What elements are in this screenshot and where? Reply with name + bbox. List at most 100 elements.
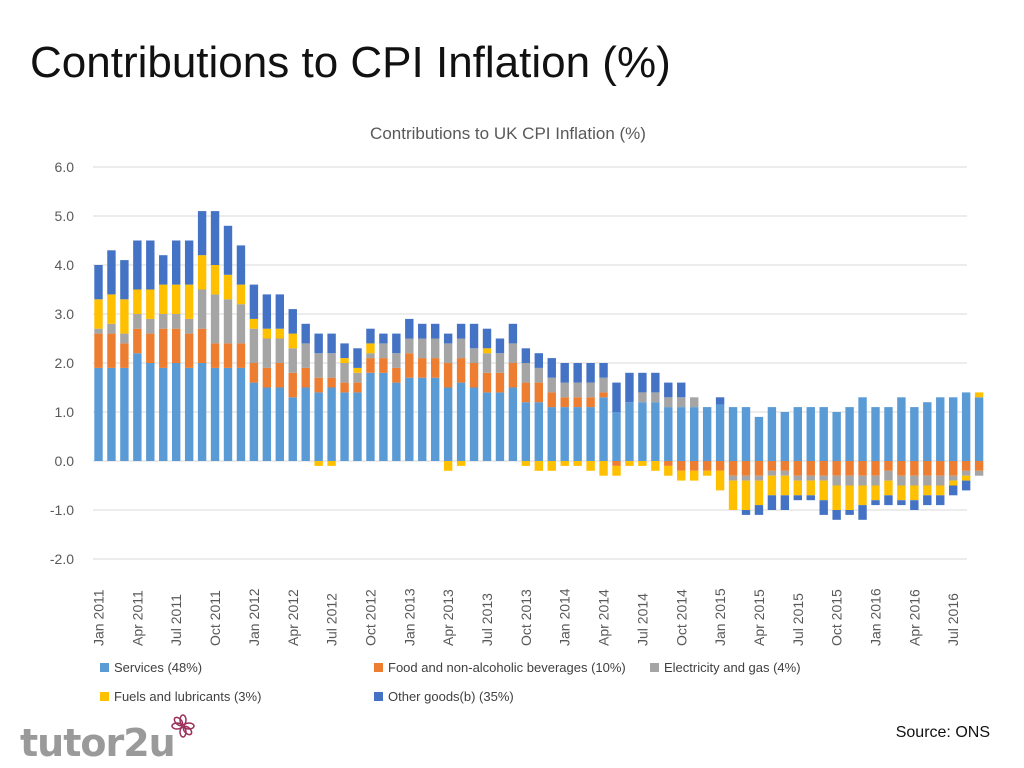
bar-other: [172, 240, 181, 285]
bar-services: [210, 367, 220, 461]
bar-other: [314, 333, 323, 354]
legend-item-other: Other goods(b) (35%): [374, 689, 514, 704]
bar-services: [871, 407, 880, 461]
bar-fuels: [521, 461, 531, 466]
bar-fuels: [456, 461, 466, 466]
bar-fuels: [314, 461, 323, 466]
bar-other: [456, 323, 466, 339]
legend-label-food: Food and non-alcoholic beverages (10%): [388, 660, 626, 675]
bar-fuels: [677, 470, 686, 481]
bar-food: [845, 461, 854, 476]
x-tick-label: Apr 2016: [906, 589, 922, 646]
bar-electricity: [651, 392, 660, 403]
bar-other: [120, 260, 129, 300]
x-tick-label: Jan 2013: [401, 588, 417, 646]
bar-fuels: [560, 461, 569, 466]
bar-services: [314, 392, 323, 461]
bar-fuels: [974, 392, 984, 398]
legend-label-fuels: Fuels and lubricants (3%): [114, 689, 262, 704]
bar-food: [262, 367, 272, 388]
bar-services: [767, 407, 777, 461]
bar-other: [146, 240, 155, 290]
bar-services: [146, 363, 155, 461]
bar-services: [793, 407, 802, 461]
bar-services: [159, 367, 168, 461]
bar-other: [301, 323, 310, 344]
bar-services: [845, 407, 854, 461]
bar-fuels: [612, 465, 621, 476]
bar-fuels: [210, 265, 220, 295]
bar-other: [961, 480, 971, 491]
bar-services: [651, 402, 660, 461]
bar-other: [340, 343, 349, 359]
bar-electricity: [974, 470, 984, 476]
bar-food: [146, 333, 155, 363]
bar-other: [521, 348, 531, 363]
bar-fuels: [107, 294, 116, 324]
bar-other: [275, 294, 284, 329]
bar-other: [495, 338, 505, 354]
bar-other: [612, 382, 621, 412]
bar-food: [677, 461, 686, 471]
bar-electricity: [197, 289, 207, 329]
bar-fuels: [832, 485, 841, 510]
bar-fuels: [94, 299, 103, 329]
bar-other: [858, 505, 867, 520]
x-tick-label: Apr 2013: [440, 589, 456, 646]
bar-services: [586, 407, 595, 461]
bar-services: [508, 387, 518, 461]
bar-fuels: [884, 480, 893, 496]
bar-electricity: [223, 299, 233, 344]
x-tick-label: Jan 2014: [557, 588, 573, 646]
bar-fuels: [534, 461, 543, 471]
bar-electricity: [573, 382, 582, 398]
bar-food: [94, 333, 103, 368]
bar-services: [547, 407, 556, 461]
bar-fuels: [793, 480, 802, 496]
bar-food: [586, 397, 595, 408]
bar-fuels: [936, 485, 945, 496]
bar-services: [236, 367, 246, 461]
bar-services: [728, 407, 738, 461]
bar-services: [832, 412, 841, 461]
bar-food: [469, 363, 479, 388]
bar-electricity: [431, 338, 440, 359]
bar-food: [184, 333, 194, 368]
y-tick-label: -1.0: [50, 502, 74, 518]
y-tick-label: -2.0: [50, 551, 74, 567]
bar-services: [780, 412, 790, 461]
bar-food: [275, 363, 284, 388]
bar-electricity: [133, 314, 142, 329]
bar-electricity: [469, 348, 479, 363]
bar-fuels: [664, 465, 673, 476]
bar-services: [949, 397, 958, 461]
bar-electricity: [443, 343, 453, 363]
bar-services: [249, 382, 259, 461]
bar-services: [456, 382, 466, 461]
bar-electricity: [897, 475, 906, 486]
bar-other: [897, 500, 906, 506]
bar-electricity: [366, 353, 375, 359]
bar-other: [780, 495, 790, 510]
bar-electricity: [677, 397, 686, 408]
bar-electricity: [767, 470, 777, 476]
bar-electricity: [275, 338, 284, 363]
bar-other: [741, 510, 751, 515]
bar-services: [560, 407, 569, 461]
bar-electricity: [793, 475, 802, 481]
bar-electricity: [94, 328, 103, 334]
bar-services: [418, 377, 427, 461]
bar-electricity: [340, 363, 349, 383]
bar-other: [159, 255, 168, 285]
bar-services: [534, 402, 543, 461]
bar-food: [936, 461, 945, 476]
bar-food: [340, 382, 349, 393]
bar-services: [184, 367, 194, 461]
bar-electricity: [495, 353, 505, 373]
x-tick-label: Jan 2016: [868, 588, 884, 646]
bar-services: [677, 407, 686, 461]
bar-fuels: [353, 367, 362, 373]
x-tick-label: Jul 2013: [479, 593, 495, 646]
bar-services: [910, 407, 919, 461]
bar-other: [910, 500, 919, 510]
